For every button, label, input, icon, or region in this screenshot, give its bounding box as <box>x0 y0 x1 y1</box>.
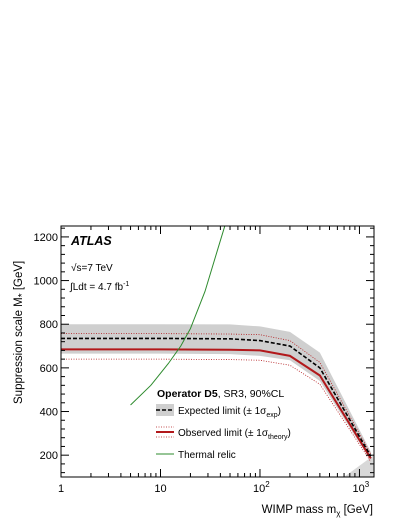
y-axis-title-main: Suppression scale M <box>13 297 25 404</box>
y-axis-title: Suppression scale M* [GeV] <box>13 261 28 404</box>
legend-title-operator: Operator D5 <box>157 388 218 400</box>
legend: Operator D5, SR3, 90%CL Expected limit (… <box>156 388 291 461</box>
x-tick-label: 103 <box>352 480 369 495</box>
luminosity-exponent: -1 <box>123 281 129 288</box>
legend-title: Operator D5, SR3, 90%CL <box>157 388 284 400</box>
y-axis: 200 400 600 800 1000 1200 <box>34 227 374 474</box>
x-tick-label-base: 1 <box>58 483 64 495</box>
plot-frame <box>60 225 375 478</box>
thermal-relic-line <box>130 226 226 406</box>
legend-expected-text: Expected limit (± 1σ <box>178 406 267 417</box>
y-tick-label: 1000 <box>34 276 58 288</box>
legend-thermal-label: Thermal relic <box>178 450 236 461</box>
x-tick-label: 1 <box>58 483 64 495</box>
x-tick-label-exponent: 3 <box>365 480 370 489</box>
expected-limit-line <box>61 337 372 457</box>
x-tick-label-base: 10 <box>253 483 265 495</box>
y-tick-label: 800 <box>40 319 58 331</box>
x-tick-label: 102 <box>253 480 270 495</box>
legend-observed-label: Observed limit (± 1σtheory) <box>178 428 291 441</box>
legend-expected-close: ) <box>278 406 281 417</box>
luminosity-text: ∫Ldt = 4.7 fb <box>69 282 123 293</box>
x-axis-title-unit: [GeV] <box>340 504 373 516</box>
luminosity-label: ∫Ldt = 4.7 fb-1 <box>69 281 129 293</box>
legend-observed-subscript: theory <box>268 434 288 441</box>
atlas-label: ATLAS <box>70 234 112 248</box>
y-tick-label: 200 <box>40 450 58 462</box>
legend-expected-subscript: exp <box>266 412 277 419</box>
legend-title-details: , SR3, 90%CL <box>218 388 285 400</box>
x-tick-label-base: 10 <box>352 483 364 495</box>
limit-lines <box>61 226 372 462</box>
y-tick-label: 1200 <box>34 232 58 244</box>
x-axis: 1 10 102 103 <box>58 226 370 495</box>
legend-observed-close: ) <box>287 428 290 439</box>
y-tick-label: 600 <box>40 363 58 375</box>
observed-limit-line <box>61 348 372 459</box>
y-axis-title-subscript: * <box>17 293 28 297</box>
x-axis-title: WIMP mass mχ [GeV] <box>262 504 373 518</box>
x-axis-title-main: WIMP mass m <box>262 504 337 516</box>
legend-observed-text: Observed limit (± 1σ <box>178 428 269 439</box>
excluded-region <box>344 455 374 477</box>
energy-label: √s=7 TeV <box>71 262 113 274</box>
x-tick-label: 10 <box>154 483 166 495</box>
y-tick-label: 400 <box>40 407 58 419</box>
x-tick-label-base: 10 <box>154 483 166 495</box>
x-axis-title-subscript: χ <box>336 509 341 518</box>
x-tick-label-exponent: 2 <box>265 480 270 489</box>
legend-expected-label: Expected limit (± 1σexp) <box>178 406 281 419</box>
y-axis-title-unit: [GeV] <box>13 261 25 294</box>
